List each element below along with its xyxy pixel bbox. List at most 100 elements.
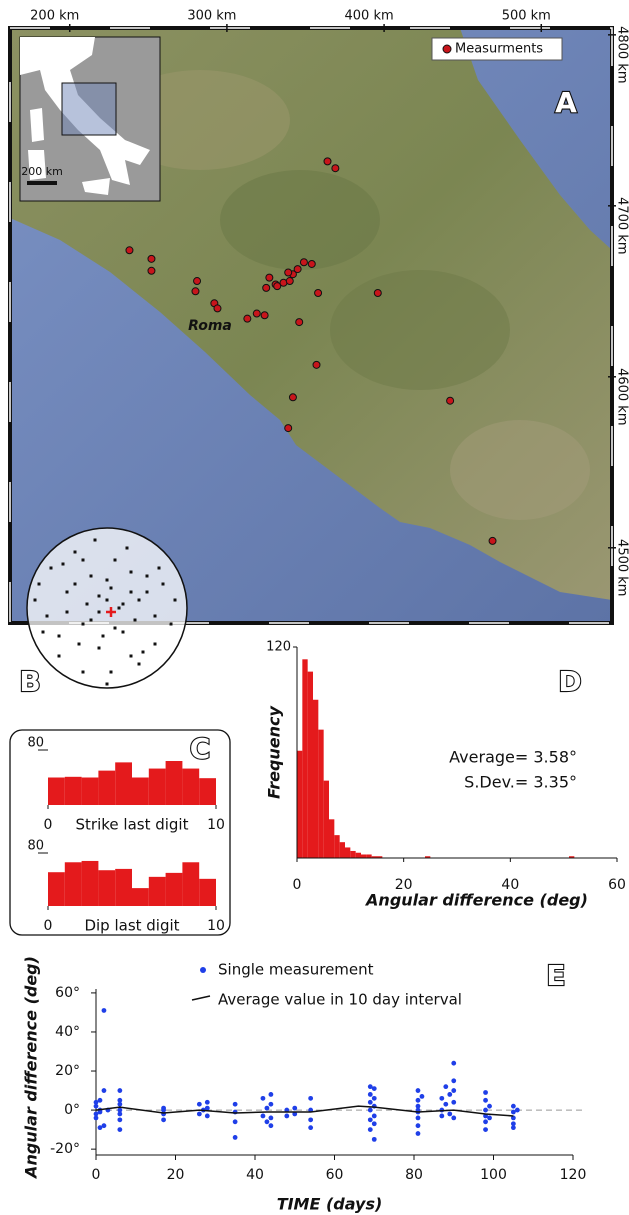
pole <box>81 622 85 626</box>
annotation: S.Dev.= 3.35° <box>464 773 577 792</box>
bar <box>313 699 319 858</box>
x-tick-label: 300 km <box>187 9 236 24</box>
measurement-point <box>232 1119 238 1125</box>
pole <box>157 566 161 570</box>
pole <box>61 562 65 566</box>
measurement-point <box>284 1107 290 1113</box>
x-tick-label: 0 <box>293 877 302 893</box>
measurement-point <box>196 1101 202 1107</box>
measurement-point <box>117 1117 123 1123</box>
measurement-point <box>367 1127 373 1133</box>
bar <box>329 819 335 858</box>
measurement-point <box>284 268 293 277</box>
x-tick-label: 10 <box>207 918 225 934</box>
pole <box>73 550 77 554</box>
measurement-point <box>487 1103 492 1109</box>
measurement-point <box>483 1107 488 1113</box>
bar <box>132 888 149 906</box>
pole <box>113 626 117 630</box>
annotation: Average= 3.58° <box>449 748 577 767</box>
measurement-point <box>295 318 304 327</box>
x-axis-label: Angular difference (deg) <box>364 891 588 910</box>
measurement-point <box>117 1101 123 1107</box>
measurement-point <box>97 1125 103 1131</box>
pole <box>57 634 61 638</box>
measurement-point <box>483 1119 488 1125</box>
pole <box>105 598 109 602</box>
bar <box>355 852 361 858</box>
pole <box>109 586 113 590</box>
measurement-point <box>117 1127 123 1133</box>
pole <box>121 602 125 606</box>
bar <box>48 872 65 906</box>
measurement-point <box>293 265 302 274</box>
panel-letter: A <box>555 86 577 119</box>
measurement-point <box>510 1115 516 1121</box>
legend-marker <box>200 967 206 973</box>
pole <box>133 618 137 622</box>
measurement-point <box>161 1117 166 1123</box>
measurement-point <box>371 1121 377 1127</box>
bar <box>334 835 340 858</box>
measurement-point <box>232 1135 238 1140</box>
x-tick-label: 100 <box>480 1167 507 1183</box>
measurement-point <box>268 1101 274 1107</box>
measurement-point <box>204 1105 210 1111</box>
measurement-point <box>265 273 274 282</box>
scale-label: 200 km <box>21 165 63 178</box>
pole <box>81 670 85 674</box>
measurement-point <box>510 1121 516 1127</box>
bar <box>148 768 166 805</box>
y-tick-label: 0° <box>64 1102 80 1118</box>
measurement-point <box>285 277 294 286</box>
measurement-point <box>451 1078 457 1084</box>
pole <box>65 590 69 594</box>
pole <box>109 670 113 674</box>
measurement-point <box>264 1105 270 1111</box>
measurement-point <box>419 1094 425 1099</box>
measurement-point <box>443 1084 449 1090</box>
bar <box>81 777 99 805</box>
legend-box <box>431 37 563 61</box>
pole <box>169 622 173 626</box>
bar <box>199 878 216 906</box>
scale-bar <box>27 181 57 185</box>
bar <box>165 761 183 805</box>
measurement-point <box>451 1099 457 1105</box>
bar <box>425 856 431 858</box>
measurement-point <box>243 314 252 323</box>
measurement-point <box>264 1119 270 1125</box>
y-tick-label: 80 <box>27 736 44 751</box>
pole <box>45 614 49 618</box>
measurement-point <box>415 1103 421 1109</box>
panel-letter: B <box>19 665 40 698</box>
measurement-point <box>93 1103 99 1109</box>
measurement-point <box>273 282 282 291</box>
bar <box>345 847 351 858</box>
y-tick-label: 60° <box>55 985 80 1001</box>
bar <box>115 868 132 906</box>
pole <box>97 594 101 598</box>
pole <box>129 570 133 574</box>
measurement-point <box>367 1092 373 1097</box>
pole <box>145 574 149 578</box>
bar <box>361 854 367 858</box>
legend-label: Average value in 10 day interval <box>218 991 462 1009</box>
stereonet-circle <box>26 527 188 689</box>
bar <box>182 862 200 906</box>
bar <box>318 729 324 858</box>
y-tick-label: 40° <box>55 1024 80 1040</box>
measurement-point <box>446 396 455 405</box>
bar <box>199 778 216 805</box>
measurement-point <box>483 1090 488 1095</box>
measurement-point <box>101 1008 107 1013</box>
pole <box>77 642 81 646</box>
pole <box>49 566 53 570</box>
measurement-point <box>147 254 156 263</box>
map-frame-pattern <box>9 27 613 624</box>
legend-marker <box>191 995 211 1001</box>
relief <box>330 270 510 390</box>
measurement-point <box>268 1115 274 1121</box>
y-axis-label: Frequency <box>265 705 284 798</box>
pole <box>97 646 101 650</box>
